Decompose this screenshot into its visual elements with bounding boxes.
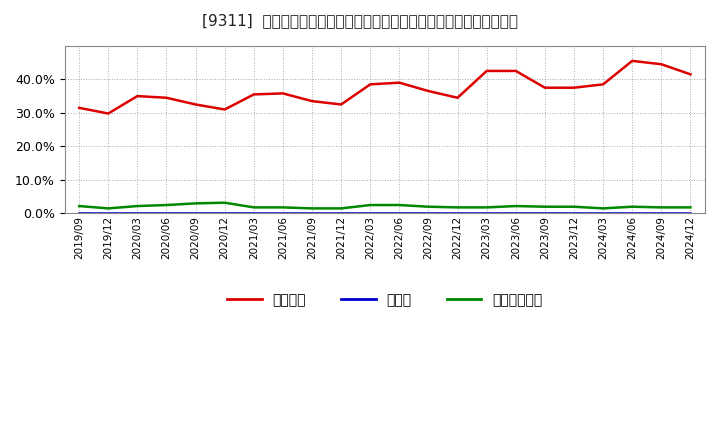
Text: [9311]  自己資本、のれん、繰延税金資産の総資産に対する比率の推移: [9311] 自己資本、のれん、繰延税金資産の総資産に対する比率の推移 [202,13,518,28]
Legend: 自己資本, のれん, 繰延税金資産: 自己資本, のれん, 繰延税金資産 [221,287,548,312]
